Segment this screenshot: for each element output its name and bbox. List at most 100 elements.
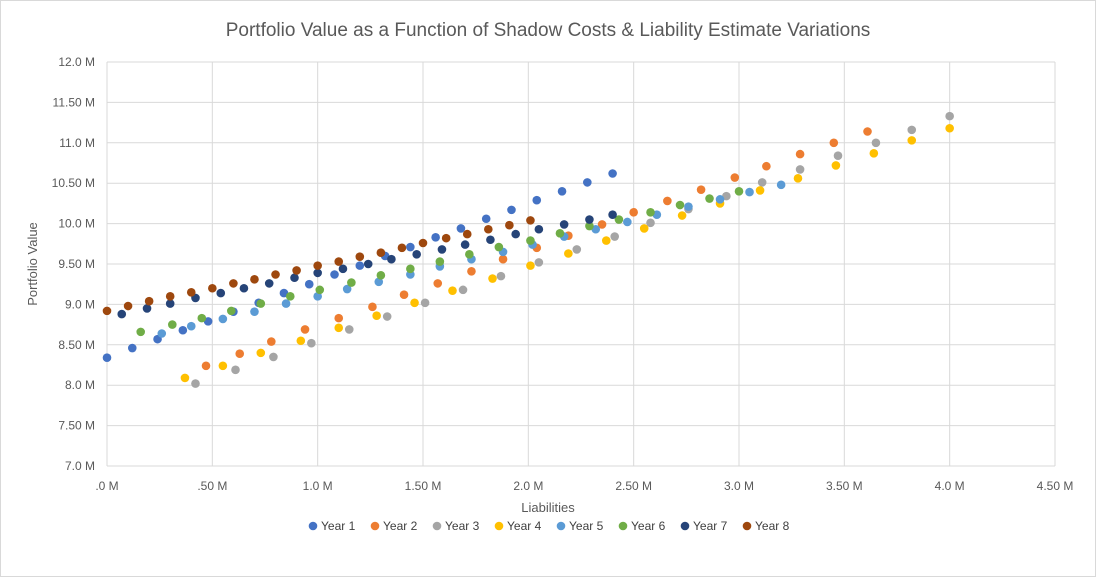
data-point <box>186 321 196 331</box>
data-point <box>271 270 280 279</box>
data-point <box>623 217 632 227</box>
data-point <box>526 236 535 245</box>
data-point <box>313 261 322 270</box>
data-point <box>186 287 196 297</box>
data-point <box>197 313 207 323</box>
legend-item: Year 1 <box>308 519 356 533</box>
data-point <box>203 317 213 326</box>
data-point <box>218 314 228 324</box>
data-point <box>355 252 365 262</box>
data-point <box>168 320 177 329</box>
x-tick-label: 1.50 M <box>405 479 442 493</box>
data-point <box>338 264 348 274</box>
data-point <box>705 194 714 203</box>
data-point <box>313 268 322 278</box>
data-point <box>102 306 112 316</box>
data-point <box>557 186 567 196</box>
data-point <box>448 286 457 295</box>
data-point <box>532 195 542 205</box>
data-point <box>467 266 476 276</box>
data-point <box>382 312 392 321</box>
data-point <box>585 221 594 231</box>
data-point <box>757 178 767 187</box>
data-point <box>285 292 295 301</box>
y-tick-label: 11.0 M <box>59 136 95 150</box>
data-point <box>374 277 384 287</box>
x-tick-label: 4.0 M <box>935 479 965 493</box>
data-point <box>696 185 706 194</box>
legend-label: Year 8 <box>755 519 790 533</box>
legend-item: Year 6 <box>618 519 666 533</box>
data-point <box>945 123 954 133</box>
data-point <box>460 240 470 249</box>
data-point <box>344 325 354 334</box>
legend: Year 1 Year 2 Year 3 Year 4 Year 5 Year 6 Year… <box>308 519 790 533</box>
data-point <box>279 288 289 298</box>
data-point <box>534 224 544 234</box>
x-tick-label: 2.0 M <box>513 479 543 493</box>
data-point <box>734 186 744 196</box>
data-point <box>614 215 624 224</box>
data-point <box>597 220 607 229</box>
data-point <box>372 311 381 321</box>
legend-marker <box>494 521 504 531</box>
legend-item: Year 2 <box>370 519 418 533</box>
data-point <box>376 271 386 280</box>
data-point <box>526 261 535 270</box>
data-point <box>494 242 504 252</box>
data-point <box>465 250 474 259</box>
data-point <box>762 161 771 171</box>
x-tick-label: 2.50 M <box>615 479 652 493</box>
series-year-1 <box>102 169 617 363</box>
x-tick-label: .50 M <box>197 479 227 493</box>
data-point <box>907 125 917 135</box>
legend-label: Year 4 <box>507 519 542 533</box>
series-year-6 <box>136 186 744 337</box>
data-point <box>496 271 506 281</box>
data-point <box>347 278 356 287</box>
y-tick-label: 7.50 M <box>58 419 95 433</box>
data-point <box>715 195 725 204</box>
y-tick-label: 12.0 M <box>58 55 95 69</box>
data-point <box>484 224 493 234</box>
data-point <box>677 211 687 220</box>
legend-marker <box>618 521 628 531</box>
data-point <box>363 259 373 269</box>
x-axis-title: Liabilities <box>521 500 575 515</box>
data-point <box>871 138 881 148</box>
data-point <box>376 248 386 257</box>
data-point <box>229 279 238 288</box>
data-point <box>869 149 879 158</box>
series-year-7 <box>117 210 617 319</box>
x-tick-label: 4.50 M <box>1037 479 1074 493</box>
data-point <box>555 228 565 238</box>
gridlines <box>106 61 1056 467</box>
data-point <box>793 174 803 183</box>
data-point <box>526 216 535 225</box>
legend-item: Year 7 <box>680 519 728 533</box>
data-point <box>456 224 466 233</box>
data-point <box>334 323 344 333</box>
x-axis-ticks: .0 M .50 M 1.0 M 1.50 M 2.0 M 2.50 M 3.0 M 3.50… <box>95 479 1073 493</box>
data-point <box>437 245 447 254</box>
data-point <box>250 307 259 316</box>
data-point <box>127 343 137 353</box>
series-year-8 <box>102 216 535 316</box>
data-point <box>165 292 175 301</box>
data-point <box>201 361 211 371</box>
data-point <box>601 236 611 245</box>
y-tick-label: 9.50 M <box>58 257 95 271</box>
data-point <box>313 292 322 301</box>
data-point <box>684 202 693 211</box>
legend-label: Year 6 <box>631 519 666 533</box>
data-point <box>481 214 491 224</box>
x-tick-label: .0 M <box>95 479 118 493</box>
data-point <box>235 349 245 358</box>
data-point <box>629 207 638 217</box>
data-point <box>863 127 872 136</box>
data-point <box>831 161 841 170</box>
data-point <box>410 298 419 308</box>
data-point <box>231 365 240 375</box>
data-points <box>102 111 954 388</box>
